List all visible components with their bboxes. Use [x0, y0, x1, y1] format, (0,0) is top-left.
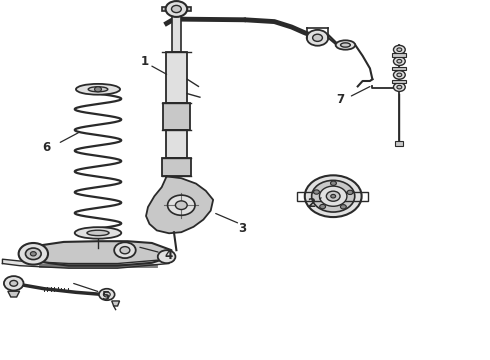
- Circle shape: [114, 242, 136, 258]
- Circle shape: [393, 83, 405, 91]
- Circle shape: [25, 248, 41, 260]
- Circle shape: [103, 292, 110, 297]
- Circle shape: [347, 190, 353, 194]
- Circle shape: [158, 250, 175, 263]
- Circle shape: [341, 204, 346, 209]
- Polygon shape: [112, 301, 120, 306]
- FancyBboxPatch shape: [166, 52, 187, 103]
- Circle shape: [319, 186, 347, 206]
- FancyBboxPatch shape: [395, 141, 403, 146]
- FancyBboxPatch shape: [172, 10, 181, 52]
- Ellipse shape: [336, 40, 355, 50]
- Ellipse shape: [74, 227, 122, 239]
- Circle shape: [166, 1, 187, 17]
- Circle shape: [397, 59, 402, 63]
- Ellipse shape: [341, 43, 350, 47]
- Circle shape: [4, 276, 24, 291]
- Polygon shape: [2, 259, 169, 268]
- Ellipse shape: [76, 84, 120, 95]
- Circle shape: [393, 45, 405, 54]
- Circle shape: [326, 191, 340, 201]
- Circle shape: [10, 280, 18, 286]
- Ellipse shape: [88, 87, 108, 92]
- FancyBboxPatch shape: [163, 103, 190, 130]
- Text: 6: 6: [43, 141, 50, 154]
- Text: 7: 7: [337, 93, 344, 105]
- FancyBboxPatch shape: [392, 80, 406, 83]
- Text: 5: 5: [101, 291, 109, 303]
- Circle shape: [307, 30, 328, 46]
- Circle shape: [331, 181, 337, 185]
- Circle shape: [313, 34, 322, 41]
- Text: 2: 2: [307, 197, 315, 210]
- FancyBboxPatch shape: [392, 53, 406, 57]
- Circle shape: [95, 87, 101, 92]
- Polygon shape: [8, 291, 20, 297]
- Circle shape: [30, 252, 36, 256]
- FancyBboxPatch shape: [162, 7, 191, 11]
- FancyBboxPatch shape: [392, 67, 406, 70]
- Text: 1: 1: [141, 55, 148, 68]
- Circle shape: [19, 243, 48, 265]
- Text: 3: 3: [239, 222, 246, 235]
- Text: 4: 4: [165, 249, 173, 262]
- Circle shape: [312, 180, 355, 212]
- Circle shape: [397, 48, 402, 51]
- Circle shape: [393, 71, 405, 79]
- Polygon shape: [20, 241, 172, 266]
- Ellipse shape: [87, 230, 109, 236]
- Circle shape: [319, 204, 325, 209]
- Circle shape: [331, 194, 336, 198]
- Circle shape: [168, 195, 195, 215]
- FancyBboxPatch shape: [166, 130, 187, 158]
- Circle shape: [99, 289, 115, 300]
- Circle shape: [397, 73, 402, 77]
- Circle shape: [175, 201, 187, 210]
- Circle shape: [314, 190, 319, 194]
- Circle shape: [393, 57, 405, 66]
- Circle shape: [397, 85, 402, 89]
- FancyBboxPatch shape: [162, 158, 191, 176]
- Circle shape: [120, 247, 130, 254]
- Circle shape: [305, 175, 362, 217]
- Circle shape: [172, 5, 181, 13]
- Polygon shape: [146, 176, 213, 233]
